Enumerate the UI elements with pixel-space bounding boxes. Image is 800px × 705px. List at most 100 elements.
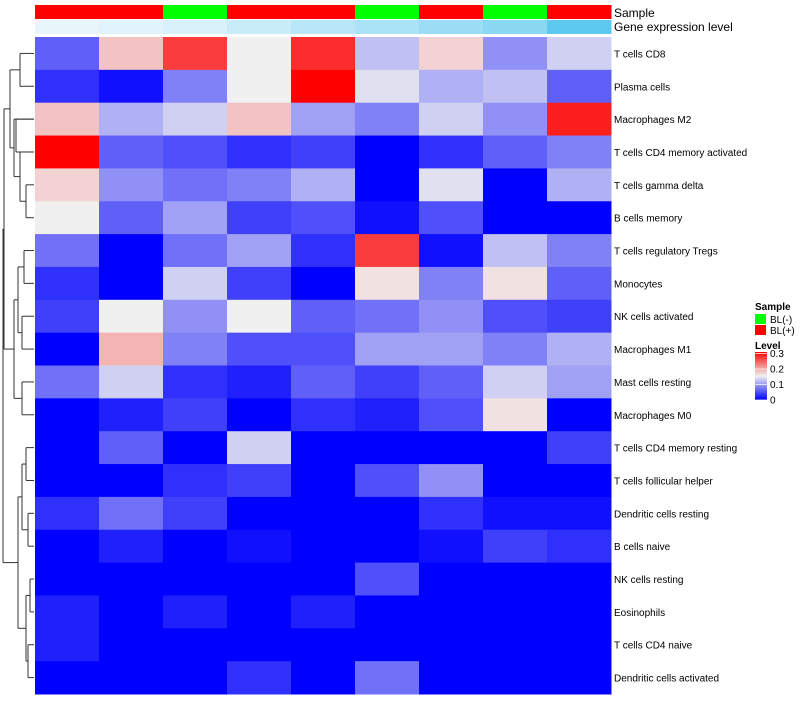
expression-annotation-cell [35,20,100,34]
sample-legend-swatch-neg [755,314,766,324]
heatmap-cell [547,37,612,71]
heatmap-cells [35,37,612,695]
heatmap-cell [163,102,228,137]
heatmap-cell [419,496,484,531]
heatmap-cell [547,628,612,662]
heatmap-cell [355,37,420,71]
heatmap-cell [483,102,548,137]
heatmap-cell [99,365,164,399]
sample-annotation-cell [227,5,292,19]
heatmap-cell [419,135,484,169]
heatmap-cell [99,201,164,235]
heatmap-cell [227,398,292,432]
heatmap-cell [419,398,484,432]
heatmap-cell [99,69,164,104]
heatmap-cell [163,37,228,71]
heatmap-cell [355,299,420,334]
heatmap-cell [355,529,420,564]
heatmap-cell [163,464,228,498]
heatmap-cell [483,595,548,629]
heatmap-cell [547,365,612,399]
level-legend-tick: 0.1 [770,380,784,391]
expression-annotation-cell [99,20,164,34]
heatmap-cell [35,69,100,104]
heatmap-cell [419,628,484,662]
heatmap-cell [419,595,484,629]
heatmap-cell [547,332,612,366]
expression-annotation-cell [291,20,356,34]
sample-legend-label-pos: BL(+) [770,326,795,337]
heatmap-cell [35,464,100,498]
heatmap-cell [35,661,100,695]
heatmap-cell [419,102,484,137]
heatmap-cell [35,496,100,531]
track-label-expression: Gene expression level [614,20,733,34]
heatmap-cell [35,201,100,235]
heatmap-cell [419,332,484,366]
heatmap-cell [227,234,292,268]
heatmap-cell [99,595,164,629]
heatmap-cell [227,102,292,137]
sample-annotation-cell [163,5,228,19]
level-legend: Level 0.3 0.2 0.1 0 [755,341,784,407]
heatmap-cell [227,529,292,564]
heatmap-cell [227,201,292,235]
row-label: T cells follicular helper [614,476,713,487]
heatmap-cell [355,234,420,268]
heatmap-cell [99,562,164,596]
heatmap-cell [355,168,420,202]
heatmap-cell [483,37,548,71]
heatmap-cell [483,299,548,334]
heatmap-cell [99,266,164,301]
heatmap-cell [227,37,292,71]
row-label: NK cells activated [614,312,693,323]
heatmap-cell [291,398,356,432]
heatmap-cell [483,562,548,596]
heatmap-cell [291,37,356,71]
heatmap-cell [227,661,292,695]
row-label: Mast cells resting [614,378,691,389]
heatmap-cell [547,398,612,432]
heatmap-cell [419,661,484,695]
heatmap-cell [163,562,228,596]
heatmap-cell [35,332,100,366]
row-label: Dendritic cells activated [614,674,719,685]
heatmap-cell [547,661,612,695]
heatmap-cell [355,201,420,235]
sample-legend-label-neg: BL(-) [770,315,792,326]
heatmap-cell [483,529,548,564]
heatmap-cell [99,529,164,564]
heatmap-cell [419,266,484,301]
heatmap-cell [547,431,612,465]
heatmap-cell [227,168,292,202]
heatmap-cell [99,628,164,662]
row-label: Plasma cells [614,82,670,93]
heatmap-cell [355,464,420,498]
heatmap-cell [419,234,484,268]
heatmap-cell [355,69,420,104]
row-label: B cells memory [614,214,682,225]
sample-annotation-cell [291,5,356,19]
heatmap-cell [483,168,548,202]
heatmap-cell [483,628,548,662]
heatmap-cell [483,496,548,531]
sample-annotation-cell [419,5,484,19]
row-label: Macrophages M0 [614,411,692,422]
heatmap-cell [35,562,100,596]
heatmap-cell [227,135,292,169]
heatmap-cell [291,628,356,662]
heatmap-cell [547,529,612,564]
heatmap-cell [483,661,548,695]
heatmap-cell [35,628,100,662]
heatmap-cell [291,69,356,104]
sample-annotation-cell [99,5,164,19]
row-label: T cells regulatory Tregs [614,247,718,258]
level-legend-tick: 0.2 [770,365,784,376]
heatmap-cell [483,464,548,498]
heatmap-cell [99,37,164,71]
heatmap-cell [99,332,164,366]
heatmap-cell [483,398,548,432]
expression-annotation-cell [419,20,484,34]
heatmap-cell [291,234,356,268]
heatmap-cell [163,266,228,301]
